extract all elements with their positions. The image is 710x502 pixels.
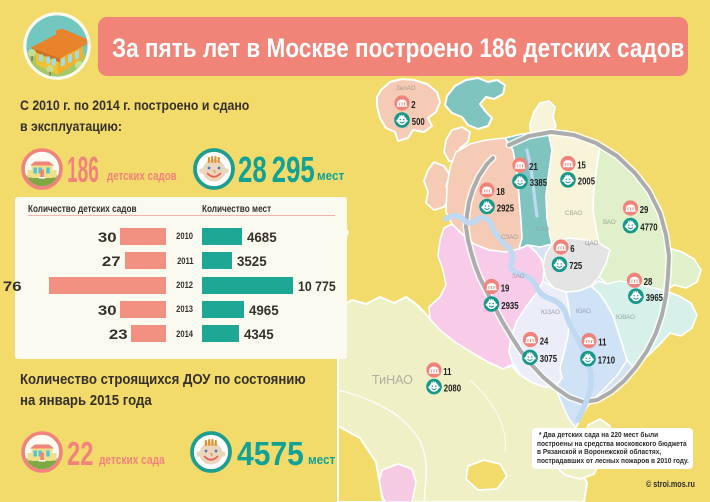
svg-text:11: 11 bbox=[598, 336, 606, 347]
svg-text:15: 15 bbox=[577, 159, 586, 170]
svg-text:ЗелАО: ЗелАО bbox=[396, 85, 416, 92]
svg-text:6: 6 bbox=[570, 243, 574, 254]
svg-text:29: 29 bbox=[640, 204, 649, 215]
svg-text:2935: 2935 bbox=[501, 300, 518, 311]
svg-text:ЮВАО: ЮВАО bbox=[616, 314, 635, 321]
svg-text:500: 500 bbox=[412, 116, 425, 127]
svg-text:28: 28 bbox=[644, 276, 653, 287]
svg-text:ЦАО: ЦАО bbox=[585, 240, 599, 247]
svg-text:ЗАО: ЗАО bbox=[512, 273, 525, 280]
svg-text:СВАО: СВАО bbox=[565, 210, 582, 217]
svg-text:ТиНАО: ТиНАО bbox=[372, 373, 413, 387]
svg-text:ВАО: ВАО bbox=[603, 219, 616, 226]
svg-text:21: 21 bbox=[529, 161, 538, 172]
svg-text:2: 2 bbox=[411, 99, 415, 110]
svg-text:2005: 2005 bbox=[578, 176, 595, 187]
svg-text:24: 24 bbox=[540, 335, 549, 346]
svg-text:ЮЗАО: ЮЗАО bbox=[541, 309, 560, 316]
svg-text:2925: 2925 bbox=[497, 202, 514, 213]
svg-text:САО: САО bbox=[536, 226, 549, 233]
svg-text:3385: 3385 bbox=[530, 177, 547, 188]
svg-text:4770: 4770 bbox=[640, 221, 657, 232]
svg-text:1710: 1710 bbox=[598, 354, 615, 365]
svg-text:11: 11 bbox=[443, 366, 451, 377]
svg-text:725: 725 bbox=[569, 260, 582, 271]
svg-text:2080: 2080 bbox=[444, 382, 461, 393]
svg-text:СЗАО: СЗАО bbox=[501, 234, 518, 241]
svg-text:18: 18 bbox=[496, 186, 505, 197]
svg-text:3075: 3075 bbox=[540, 353, 557, 364]
svg-text:ЮАО: ЮАО bbox=[576, 308, 591, 315]
svg-text:19: 19 bbox=[501, 282, 510, 293]
svg-text:3965: 3965 bbox=[646, 292, 663, 303]
